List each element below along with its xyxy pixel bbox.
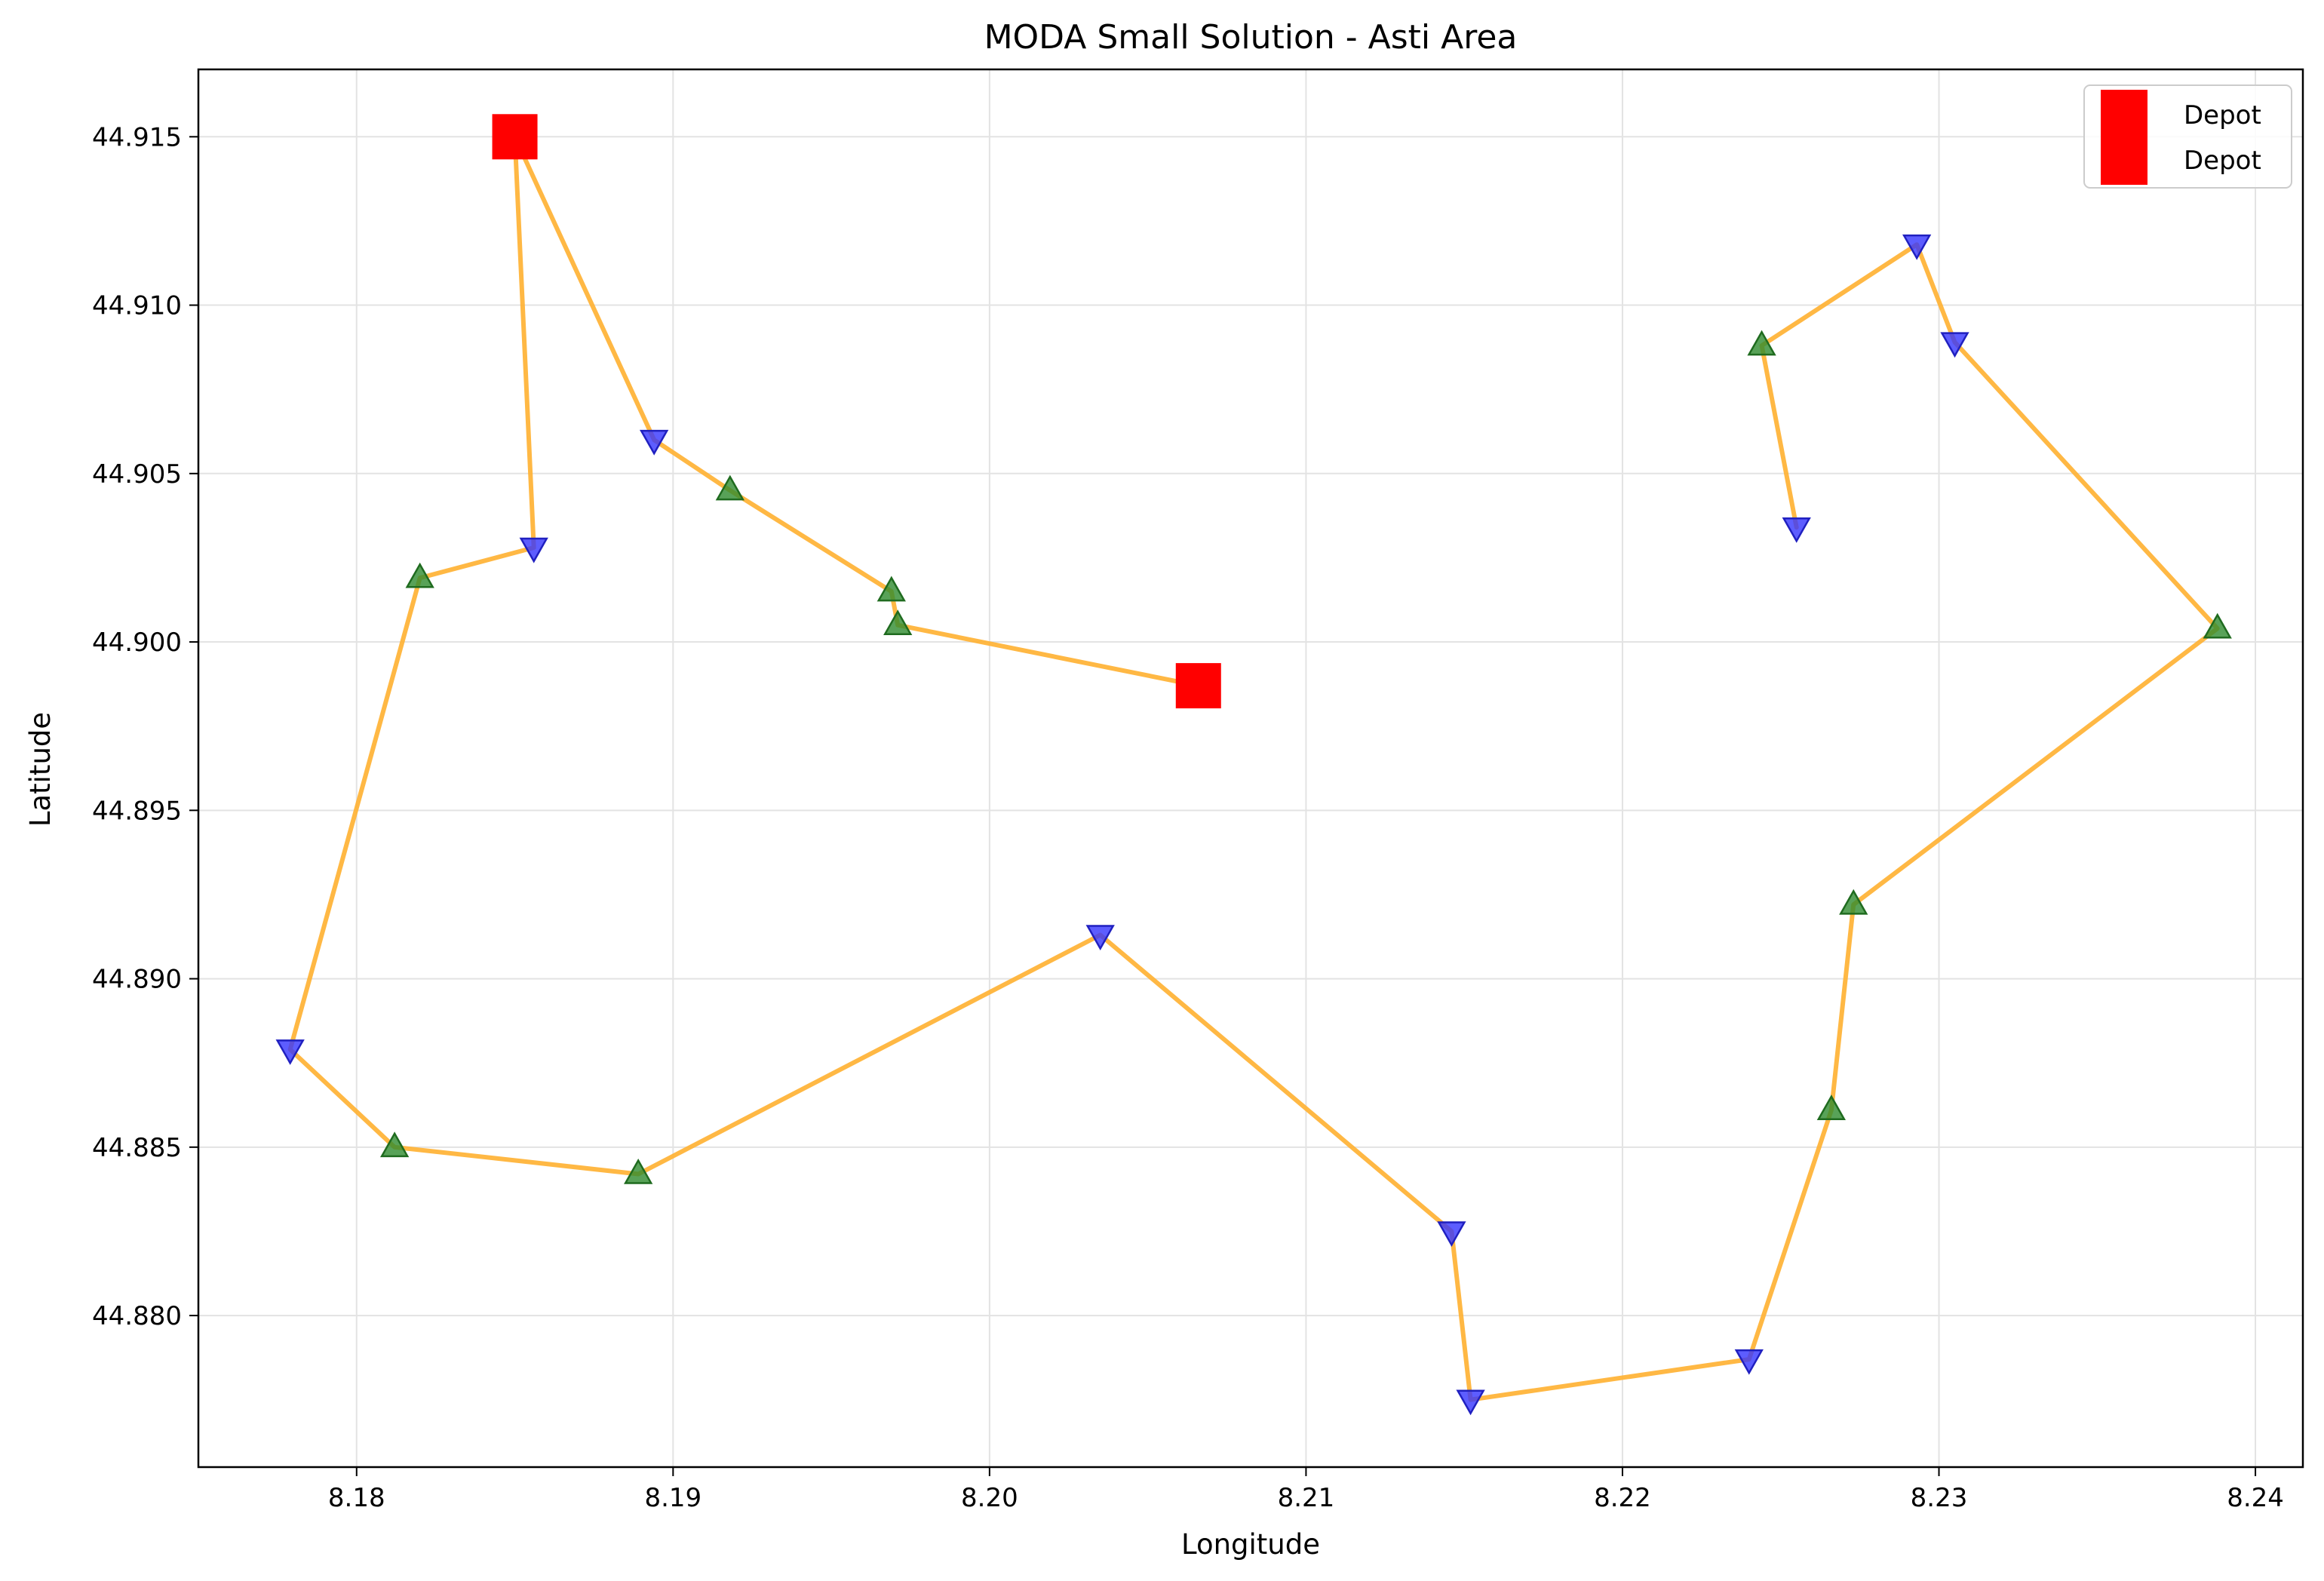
y-tick-label: 44.915 (92, 122, 182, 152)
y-tick-label: 44.895 (92, 796, 182, 826)
x-axis-label: Longitude (1181, 1528, 1320, 1561)
pickup-point (1816, 1094, 1847, 1120)
legend-marker (2101, 135, 2147, 185)
x-tick-label: 8.23 (1911, 1483, 1968, 1513)
x-tick-label: 8.18 (328, 1483, 385, 1513)
x-tick-label: 8.24 (2227, 1483, 2284, 1513)
y-tick-label: 44.880 (92, 1301, 182, 1331)
plot-frame (197, 68, 2304, 1469)
delivery-point (519, 537, 548, 563)
pickup-point (1839, 889, 1868, 915)
pickup-point (2203, 612, 2232, 639)
y-tick-label: 44.885 (92, 1133, 182, 1163)
chart-title: MODA Small Solution - Asti Area (984, 18, 1518, 57)
y-axis-ticks: 44.880 44.885 44.890 44.895 44.900 44.905 44.9… (92, 122, 198, 1331)
route-line (512, 134, 1201, 689)
y-tick-label: 44.900 (92, 628, 182, 658)
delivery-point (275, 1039, 305, 1065)
x-tick-label: 8.21 (1278, 1483, 1335, 1513)
pickup-point (715, 474, 744, 501)
pickup-point (405, 562, 434, 588)
legend-marker (2101, 90, 2147, 140)
pickup-point (1747, 330, 1776, 356)
delivery-point (1734, 1349, 1764, 1375)
legend: Depot Depot (2083, 84, 2292, 189)
pickup-point (379, 1131, 410, 1158)
y-tick-label: 44.905 (92, 459, 182, 490)
x-axis-ticks: 8.18 8.19 8.20 8.21 8.22 8.23 8.24 (328, 1467, 2284, 1513)
depot-point (492, 114, 538, 160)
delivery-point (1437, 1221, 1466, 1247)
delivery-point (640, 429, 669, 456)
y-axis-label: Latitude (24, 712, 57, 827)
y-tick-label: 44.890 (92, 965, 182, 995)
markers (275, 114, 2232, 1416)
x-tick-label: 8.22 (1594, 1483, 1651, 1513)
pickup-point (883, 609, 913, 635)
legend-label: Depot (2184, 146, 2261, 176)
delivery-point (1085, 925, 1115, 951)
delivery-point (1456, 1389, 1485, 1416)
pickup-point (876, 576, 906, 602)
depot-point (1175, 663, 1221, 709)
x-tick-label: 8.20 (961, 1483, 1018, 1513)
delivery-point (1782, 517, 1811, 543)
delivery-point (1902, 234, 1932, 260)
legend-label: Depot (2184, 100, 2261, 130)
y-tick-label: 44.910 (92, 291, 182, 321)
pickup-point (624, 1159, 653, 1184)
delivery-point (1940, 332, 1969, 358)
x-tick-label: 8.19 (644, 1483, 701, 1513)
